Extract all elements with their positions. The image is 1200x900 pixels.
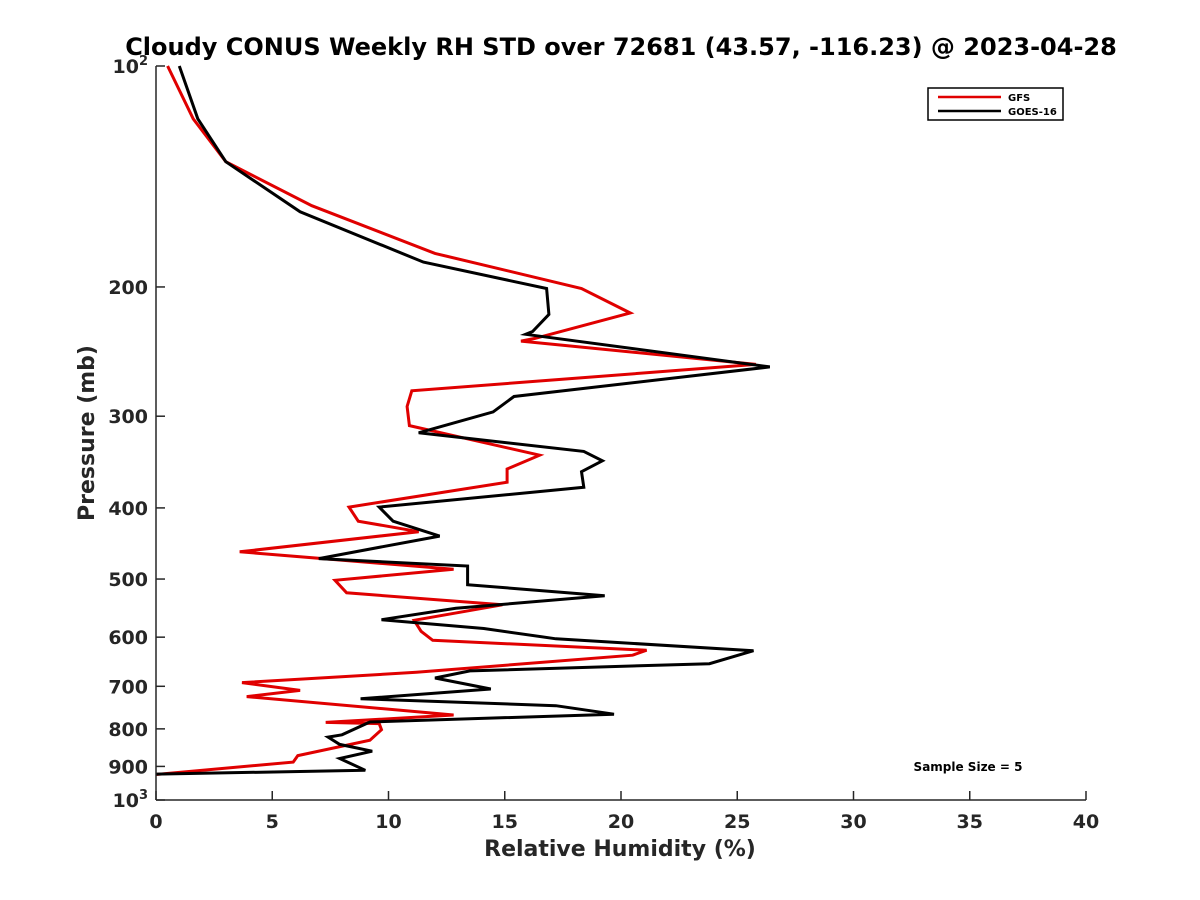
x-tick-label: 25 bbox=[724, 811, 750, 833]
x-tick-label: 30 bbox=[840, 811, 866, 833]
y-tick-label: 103 bbox=[113, 788, 149, 812]
x-tick-label: 20 bbox=[608, 811, 634, 833]
series-line-goes16 bbox=[155, 65, 770, 776]
sample-size-annotation: Sample Size = 5 bbox=[914, 760, 1023, 774]
series-line-gfs bbox=[155, 65, 757, 776]
axis-layer: 0 5 10 15 20 25 30 35 40 102 200 300 400 500 600 700 800… bbox=[108, 54, 1099, 833]
x-tick-label: 40 bbox=[1073, 811, 1099, 833]
y-tick-label: 200 bbox=[108, 277, 148, 299]
y-tick-label: 400 bbox=[108, 498, 148, 520]
x-tick-label: 5 bbox=[266, 811, 279, 833]
y-tick-label: 500 bbox=[108, 569, 148, 591]
y-tick-label: 102 bbox=[113, 54, 149, 78]
x-tick-label: 10 bbox=[375, 811, 401, 833]
y-tick-label: 700 bbox=[108, 676, 148, 698]
legend-box bbox=[927, 87, 1064, 121]
y-tick-label: 300 bbox=[108, 406, 148, 428]
legend-label-goes16: GOES-16 bbox=[1008, 107, 1057, 118]
x-tick-label: 15 bbox=[492, 811, 518, 833]
y-tick-label: 800 bbox=[108, 719, 148, 741]
y-axis-label: Pressure (mb) bbox=[75, 345, 100, 521]
series-layer bbox=[155, 65, 770, 776]
y-tick-label: 600 bbox=[108, 627, 148, 649]
legend-label-gfs: GFS bbox=[1008, 93, 1030, 104]
x-tick-label: 0 bbox=[149, 811, 162, 833]
x-tick-label: 35 bbox=[957, 811, 983, 833]
chart-title: Cloudy CONUS Weekly RH STD over 72681 (4… bbox=[125, 33, 1117, 61]
legend: GFS GOES-16 bbox=[927, 87, 1064, 121]
y-tick-label: 900 bbox=[108, 756, 148, 778]
x-axis-label: Relative Humidity (%) bbox=[484, 837, 756, 862]
